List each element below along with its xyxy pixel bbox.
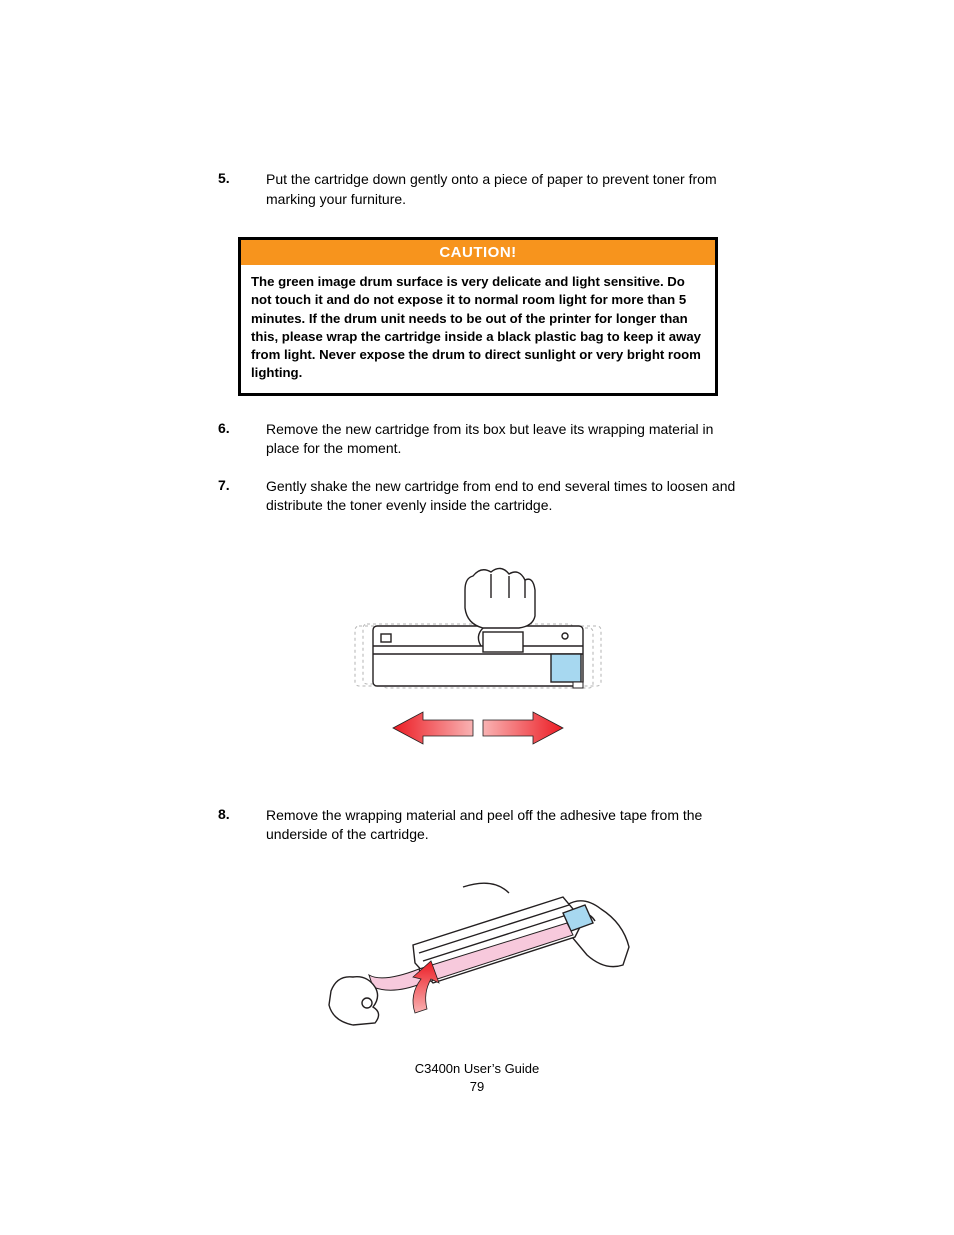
figure-shake-cartridge (218, 546, 738, 776)
step-text: Gently shake the new cartridge from end … (266, 477, 738, 516)
footer-page-number: 79 (0, 1078, 954, 1096)
step-8: 8. Remove the wrapping material and peel… (218, 806, 738, 845)
step-number: 6. (218, 420, 266, 459)
figure-peel-tape (218, 875, 738, 1035)
step-5: 5. Put the cartridge down gently onto a … (218, 170, 738, 209)
step-text: Put the cartridge down gently onto a pie… (266, 170, 738, 209)
step-number: 7. (218, 477, 266, 516)
step-text: Remove the wrapping material and peel of… (266, 806, 738, 845)
caution-title: CAUTION! (241, 240, 715, 265)
step-number: 8. (218, 806, 266, 845)
step-text: Remove the new cartridge from its box bu… (266, 420, 738, 459)
right-arrow-icon (483, 712, 563, 744)
step-number: 5. (218, 170, 266, 209)
left-arrow-icon (393, 712, 473, 744)
peel-tape-illustration (323, 875, 633, 1035)
step-6: 6. Remove the new cartridge from its box… (218, 420, 738, 459)
step-7: 7. Gently shake the new cartridge from e… (218, 477, 738, 516)
caution-body: The green image drum surface is very del… (241, 265, 715, 392)
page-content: 5. Put the cartridge down gently onto a … (218, 170, 738, 1065)
footer-guide-title: C3400n User’s Guide (0, 1060, 954, 1078)
caution-box: CAUTION! The green image drum surface is… (238, 237, 718, 395)
shake-cartridge-illustration (333, 546, 623, 776)
page-footer: C3400n User’s Guide 79 (0, 1060, 954, 1096)
